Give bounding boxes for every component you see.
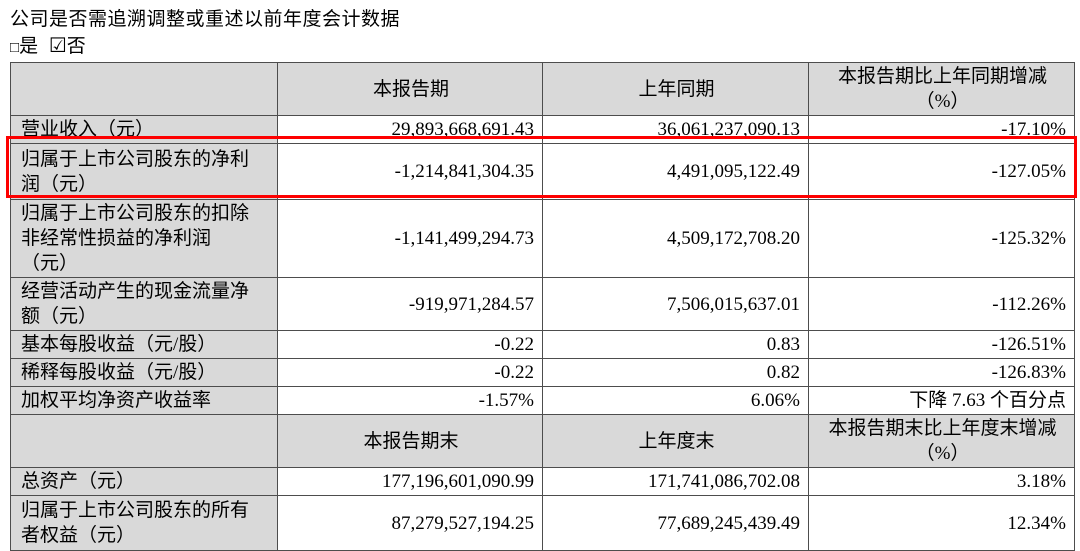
value-prior: 4,491,095,122.49	[541, 143, 809, 200]
value-current: 87,279,527,194.25	[277, 495, 543, 551]
value-prior: 6.06%	[541, 386, 809, 415]
blank-header-cell	[9, 62, 279, 116]
checkbox-yes-label: 是	[19, 36, 39, 57]
header-change-pct: 本报告期比上年同期增减 （%）	[807, 62, 1076, 116]
value-change: 下降 7.63 个百分点	[807, 386, 1076, 415]
table-row-total-assets: 总资产（元） 177,196,601,090.99 171,741,086,70…	[9, 467, 1076, 496]
row-label: 归属于上市公司股东的净利 润（元）	[9, 143, 279, 200]
value-change: -127.05%	[807, 143, 1076, 200]
table-row-net-profit: 归属于上市公司股东的净利 润（元） -1,214,841,304.35 4,49…	[9, 143, 1076, 200]
row-label: 总资产（元）	[9, 467, 279, 496]
value-current: -1.57%	[277, 386, 543, 415]
table-row-shareholders-equity: 归属于上市公司股东的所有 者权益（元） 87,279,527,194.25 77…	[9, 495, 1076, 551]
header-change-vs-year-end: 本报告期末比上年度末增减 （%）	[807, 414, 1076, 468]
restatement-question: 公司是否需追溯调整或重述以前年度会计数据	[10, 9, 401, 30]
value-current: -0.22	[277, 330, 543, 359]
row-label: 基本每股收益（元/股）	[9, 330, 279, 359]
value-prior: 4,509,172,708.20	[541, 199, 809, 278]
value-prior: 36,061,237,090.13	[541, 115, 809, 144]
value-current: -919,971,284.57	[277, 277, 543, 331]
value-current: 177,196,601,090.99	[277, 467, 543, 496]
checkbox-no-label: 否	[66, 36, 86, 57]
value-current: -1,214,841,304.35	[277, 143, 543, 200]
table-row-basic-eps: 基本每股收益（元/股） -0.22 0.83 -126.51%	[9, 330, 1076, 359]
value-change: -126.51%	[807, 330, 1076, 359]
value-change: -17.10%	[807, 115, 1076, 144]
header-period-end: 本报告期末	[277, 414, 543, 468]
value-current: -0.22	[277, 358, 543, 387]
header-prior-period: 上年同期	[541, 62, 809, 116]
value-change: 12.34%	[807, 495, 1076, 551]
table-row-net-profit-excl-nonrecurring: 归属于上市公司股东的扣除 非经常性损益的净利润 （元） -1,141,499,2…	[9, 199, 1076, 278]
row-label: 稀释每股收益（元/股）	[9, 358, 279, 387]
row-label: 归属于上市公司股东的所有 者权益（元）	[9, 495, 279, 551]
table-row-operating-cash-flow: 经营活动产生的现金流量净 额（元） -919,971,284.57 7,506,…	[9, 277, 1076, 331]
row-label: 经营活动产生的现金流量净 额（元）	[9, 277, 279, 331]
value-prior: 77,689,245,439.49	[541, 495, 809, 551]
restatement-answer-line: □是 ☑否	[10, 31, 92, 58]
checkbox-unchecked-icon: □	[10, 40, 20, 56]
row-label: 营业收入（元）	[9, 115, 279, 144]
blank-header-cell	[9, 414, 279, 468]
value-prior: 0.82	[541, 358, 809, 387]
value-prior: 171,741,086,702.08	[541, 467, 809, 496]
section1-header-row: 本报告期 上年同期 本报告期比上年同期增减 （%）	[9, 62, 1076, 116]
value-current: -1,141,499,294.73	[277, 199, 543, 278]
checkbox-yes: □是	[10, 36, 38, 57]
value-prior: 7,506,015,637.01	[541, 277, 809, 331]
value-change: 3.18%	[807, 467, 1076, 496]
value-change: -125.32%	[807, 199, 1076, 278]
value-current: 29,893,668,691.43	[277, 115, 543, 144]
row-label: 加权平均净资产收益率	[9, 386, 279, 415]
table-row-diluted-eps: 稀释每股收益（元/股） -0.22 0.82 -126.83%	[9, 358, 1076, 387]
checkbox-no: ☑否	[48, 35, 86, 57]
checkbox-checked-icon: ☑	[48, 35, 67, 57]
value-change: -112.26%	[807, 277, 1076, 331]
key-financials-table: 本报告期 上年同期 本报告期比上年同期增减 （%） 营业收入（元） 29,893…	[9, 62, 1076, 551]
header-prior-year-end: 上年度末	[541, 414, 809, 468]
section2-header-row: 本报告期末 上年度末 本报告期末比上年度末增减 （%）	[9, 414, 1076, 468]
table-row-weighted-avg-roe: 加权平均净资产收益率 -1.57% 6.06% 下降 7.63 个百分点	[9, 386, 1076, 415]
header-current-period: 本报告期	[277, 62, 543, 116]
row-label: 归属于上市公司股东的扣除 非经常性损益的净利润 （元）	[9, 199, 279, 278]
value-prior: 0.83	[541, 330, 809, 359]
value-change: -126.83%	[807, 358, 1076, 387]
table-row-revenue: 营业收入（元） 29,893,668,691.43 36,061,237,090…	[9, 115, 1076, 144]
